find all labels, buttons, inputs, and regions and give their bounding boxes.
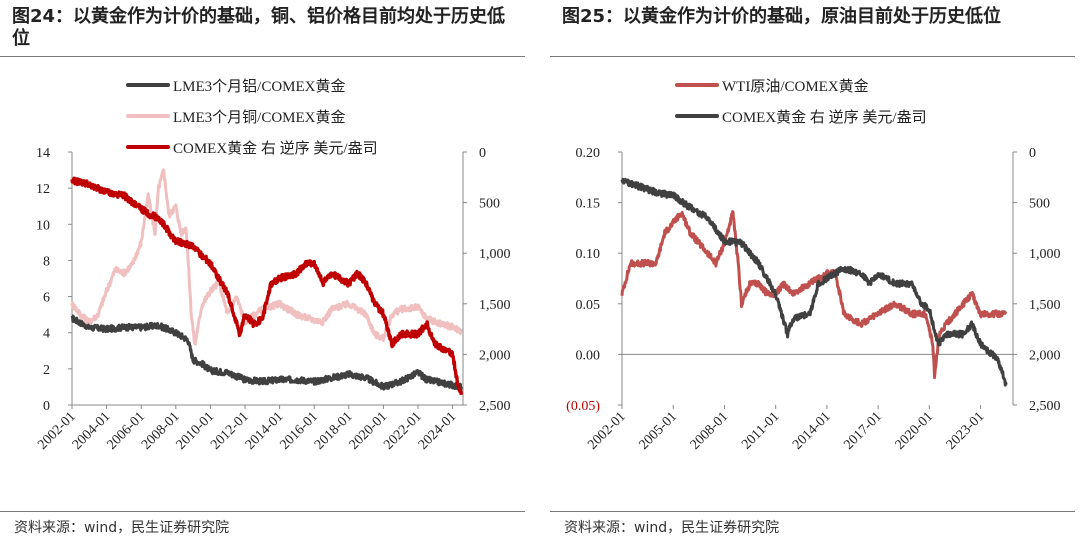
- legend-label: COMEX黄金 右 逆序 美元/盎司: [722, 109, 927, 126]
- series-line-1: [620, 177, 1008, 387]
- right-tick-label: 2,500: [479, 399, 511, 414]
- left-tick-label: 4: [43, 327, 50, 342]
- x-tick-label: 2002-01: [585, 409, 629, 453]
- left-tick-label: 0: [43, 399, 50, 414]
- x-tick-label: 2017-01: [841, 409, 885, 453]
- x-tick-label: 2020-01: [893, 409, 937, 453]
- title-divider: [550, 56, 1075, 57]
- right-tick-label: 1,500: [1029, 298, 1061, 313]
- chart-svg-left: 0 2 4 6 8 10 12 14 0 500 1,000 1,500 2,000 2,500 2002-…: [35, 78, 511, 453]
- footer-divider: [550, 511, 1075, 512]
- series-line-1: [70, 168, 463, 346]
- chart-panel-left: 图24：以黄金作为计价的基础，铜、铝价格目前均处于历史低位 0 2 4 6 8 10 12 1…: [0, 0, 530, 540]
- x-tick-label: 2002-01: [35, 409, 79, 453]
- x-tick-label: 2010-01: [174, 409, 218, 453]
- right-tick-label: 0: [1029, 146, 1036, 161]
- footer-divider: [0, 511, 525, 512]
- right-tick-label: 1,500: [479, 298, 511, 313]
- source-note: 资料来源：wind，民生证券研究院: [14, 520, 230, 536]
- chart-svg-right: 0.20 0.15 0.10 0.05 0.00 (0.05) 0 500 1,000 1,500…: [566, 78, 1061, 453]
- x-tick-label: 2024-01: [416, 409, 460, 453]
- right-tick-label: 0: [479, 146, 486, 161]
- title-divider: [0, 56, 525, 57]
- left-tick-label: 12: [36, 182, 50, 197]
- left-tick-label: 10: [36, 218, 50, 233]
- series-line-0: [70, 314, 463, 391]
- right-tick-label: 1,000: [1029, 247, 1061, 262]
- x-tick-label: 2014-01: [243, 409, 287, 453]
- series-line-0: [620, 210, 1008, 380]
- x-tick-label: 2006-01: [104, 409, 148, 453]
- left-tick-label: 14: [36, 146, 50, 161]
- right-tick-label: 2,000: [479, 348, 511, 363]
- x-tick-label: 2022-01: [381, 409, 425, 453]
- left-tick-label: 6: [43, 291, 50, 306]
- left-tick-label: 0.10: [576, 247, 601, 262]
- legend-label: COMEX黄金 右 逆序 美元/盎司: [173, 140, 378, 157]
- x-tick-label: 2011-01: [739, 409, 782, 452]
- left-tick-label: (0.05): [566, 399, 600, 414]
- left-tick-label: 0.00: [576, 348, 601, 363]
- x-tick-label: 2008-01: [139, 409, 183, 453]
- right-tick-label: 1,000: [479, 247, 511, 262]
- chart-title: 图25：以黄金作为计价的基础，原油目前处于历史低位: [562, 6, 1002, 27]
- left-tick-label: 0.05: [576, 298, 601, 313]
- source-note: 资料来源：wind，民生证券研究院: [564, 520, 780, 536]
- x-tick-label: 2005-01: [636, 409, 680, 453]
- left-tick-label: 2: [43, 363, 50, 378]
- x-tick-label: 2016-01: [277, 409, 321, 453]
- series-line-2: [70, 176, 463, 396]
- chart-title: 图24：以黄金作为计价的基础，铜、铝价格目前均处于历史低位: [12, 6, 506, 49]
- right-tick-label: 2,500: [1029, 399, 1061, 414]
- chart-panel-right: 图25：以黄金作为计价的基础，原油目前处于历史低位 0.20 0.15 0.10 0.…: [550, 0, 1080, 540]
- x-tick-label: 2014-01: [790, 409, 834, 453]
- x-tick-label: 2020-01: [347, 409, 391, 453]
- x-tick-label: 2008-01: [688, 409, 732, 453]
- right-tick-label: 500: [1029, 197, 1050, 212]
- legend-label: LME3个月铜/COMEX黄金: [173, 109, 346, 126]
- x-tick-label: 2023-01: [944, 409, 988, 453]
- legend-label: WTI原油/COMEX黄金: [722, 78, 869, 95]
- left-tick-label: 8: [43, 254, 50, 269]
- x-tick-label: 2018-01: [312, 409, 356, 453]
- x-tick-label: 2012-01: [208, 409, 252, 453]
- x-tick-label: 2004-01: [70, 409, 114, 453]
- right-tick-label: 500: [479, 197, 500, 212]
- left-tick-label: 0.15: [576, 197, 601, 212]
- left-tick-label: 0.20: [576, 146, 601, 161]
- right-tick-label: 2,000: [1029, 348, 1061, 363]
- legend-label: LME3个月铝/COMEX黄金: [173, 78, 346, 95]
